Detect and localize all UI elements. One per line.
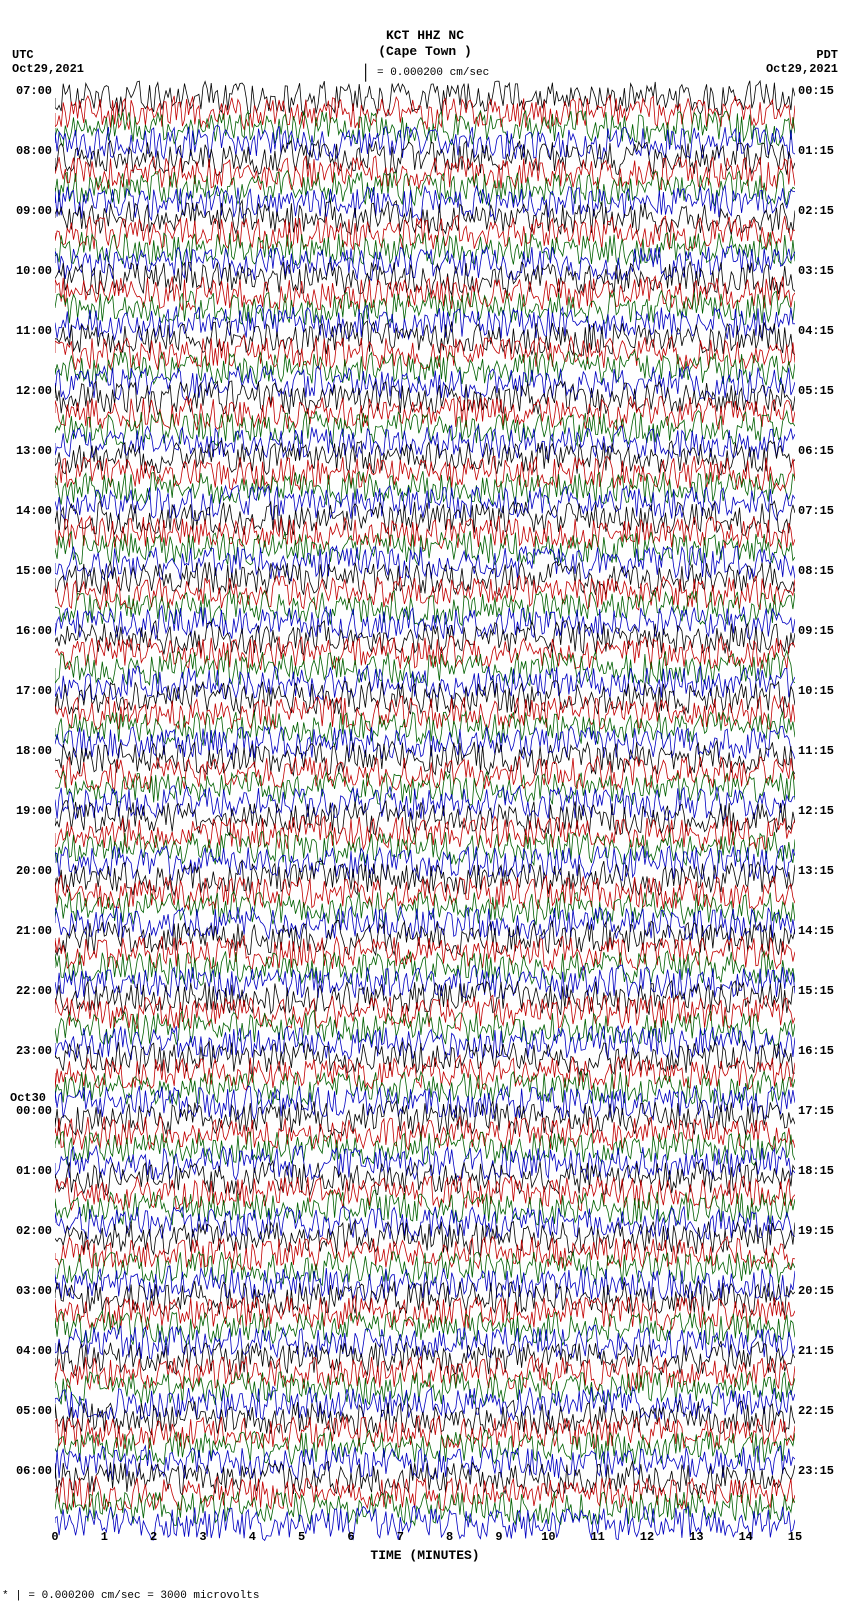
left-time-label: 02:00 [10,1224,52,1238]
right-time-label: 20:15 [798,1284,840,1298]
right-time-label: 06:15 [798,444,840,458]
left-time-label: 00:00 [10,1104,52,1118]
station-subtitle: (Cape Town ) [0,44,850,59]
x-axis-title: TIME (MINUTES) [55,1548,795,1563]
right-time-label: 05:15 [798,384,840,398]
left-time-label: 06:00 [10,1464,52,1478]
right-time-label: 11:15 [798,744,840,758]
left-time-label: 04:00 [10,1344,52,1358]
left-time-label: 22:00 [10,984,52,998]
x-tick-label: 7 [397,1530,404,1544]
right-time-label: 02:15 [798,204,840,218]
date-left: Oct29,2021 [12,62,84,76]
x-tick-label: 10 [541,1530,555,1544]
x-tick-label: 2 [150,1530,157,1544]
x-tick-label: 8 [446,1530,453,1544]
left-time-label: 23:00 [10,1044,52,1058]
x-tick-label: 14 [738,1530,752,1544]
left-time-label: 16:00 [10,624,52,638]
right-time-label: 08:15 [798,564,840,578]
left-time-label: 08:00 [10,144,52,158]
right-time-label: 19:15 [798,1224,840,1238]
left-time-label: 18:00 [10,744,52,758]
left-time-label: 09:00 [10,204,52,218]
x-tick-label: 1 [101,1530,108,1544]
x-tick-label: 11 [590,1530,604,1544]
right-time-label: 15:15 [798,984,840,998]
right-time-label: 01:15 [798,144,840,158]
left-time-label: 07:00 [10,84,52,98]
x-tick-label: 6 [347,1530,354,1544]
right-time-label: 23:15 [798,1464,840,1478]
left-time-label: 03:00 [10,1284,52,1298]
right-time-label: 00:15 [798,84,840,98]
x-tick-label: 5 [298,1530,305,1544]
right-time-label: 18:15 [798,1164,840,1178]
left-time-label: 14:00 [10,504,52,518]
x-tick-label: 13 [689,1530,703,1544]
right-time-label: 10:15 [798,684,840,698]
left-time-label: 05:00 [10,1404,52,1418]
right-time-label: 12:15 [798,804,840,818]
left-time-label: 10:00 [10,264,52,278]
left-time-label: 12:00 [10,384,52,398]
left-time-label: 11:00 [10,324,52,338]
right-time-label: 22:15 [798,1404,840,1418]
left-time-label: 01:00 [10,1164,52,1178]
x-tick-label: 12 [640,1530,654,1544]
left-time-label: 17:00 [10,684,52,698]
seismogram-plot [55,90,795,1528]
x-tick-label: 15 [788,1530,802,1544]
right-time-label: 21:15 [798,1344,840,1358]
station-title: KCT HHZ NC [0,28,850,43]
right-time-label: 14:15 [798,924,840,938]
right-time-label: 09:15 [798,624,840,638]
left-time-label: 13:00 [10,444,52,458]
footer-scale-note: * | = 0.000200 cm/sec = 3000 microvolts [2,1590,259,1602]
timezone-right: PDT [816,48,838,62]
seismogram-container: KCT HHZ NC (Cape Town ) │ = 0.000200 cm/… [0,0,850,1613]
right-time-label: 16:15 [798,1044,840,1058]
x-tick-label: 4 [249,1530,256,1544]
right-time-label: 03:15 [798,264,840,278]
left-time-label: 15:00 [10,564,52,578]
x-tick-label: 3 [199,1530,206,1544]
right-time-label: 04:15 [798,324,840,338]
x-tick-label: 9 [495,1530,502,1544]
left-time-label: 20:00 [10,864,52,878]
right-time-label: 13:15 [798,864,840,878]
timezone-left: UTC [12,48,34,62]
left-time-label: 21:00 [10,924,52,938]
right-time-label: 07:15 [798,504,840,518]
right-time-label: 17:15 [798,1104,840,1118]
left-time-label: 19:00 [10,804,52,818]
left-date-marker: Oct30 [10,1091,52,1105]
date-right: Oct29,2021 [766,62,838,76]
x-tick-label: 0 [51,1530,58,1544]
